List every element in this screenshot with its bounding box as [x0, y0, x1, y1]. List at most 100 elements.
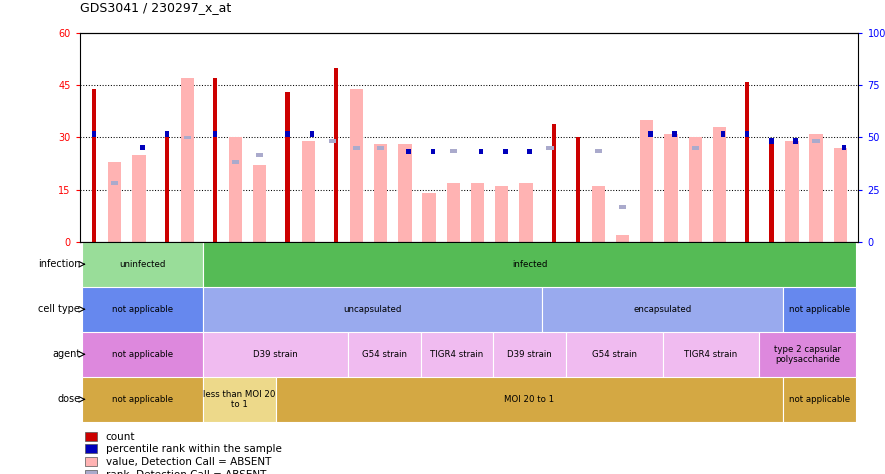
- Bar: [374, 145, 388, 242]
- Bar: [566, 332, 663, 377]
- Bar: [769, 145, 773, 242]
- Bar: [431, 149, 435, 154]
- Bar: [619, 205, 627, 209]
- Bar: [406, 149, 411, 154]
- Bar: [691, 146, 699, 150]
- Bar: [350, 89, 363, 242]
- Legend: count, percentile rank within the sample, value, Detection Call = ABSENT, rank, : count, percentile rank within the sample…: [85, 432, 281, 474]
- Text: GDS3041 / 230297_x_at: GDS3041 / 230297_x_at: [80, 1, 231, 14]
- Bar: [527, 149, 532, 154]
- Text: MOI 20 to 1: MOI 20 to 1: [504, 395, 555, 404]
- Text: TIGR4 strain: TIGR4 strain: [684, 350, 737, 359]
- Text: uninfected: uninfected: [119, 260, 165, 269]
- Bar: [759, 332, 856, 377]
- Bar: [310, 131, 314, 137]
- Bar: [232, 160, 239, 164]
- Bar: [286, 92, 289, 242]
- Bar: [275, 377, 783, 422]
- Bar: [353, 146, 360, 150]
- Bar: [812, 139, 820, 143]
- Bar: [493, 332, 566, 377]
- Bar: [546, 146, 554, 150]
- Bar: [712, 127, 726, 242]
- Text: uncapsulated: uncapsulated: [343, 305, 402, 314]
- Text: not applicable: not applicable: [789, 305, 850, 314]
- Bar: [495, 186, 508, 242]
- Bar: [665, 134, 678, 242]
- Bar: [165, 131, 169, 137]
- Bar: [82, 377, 203, 422]
- Bar: [649, 131, 652, 137]
- Bar: [328, 139, 336, 143]
- Bar: [689, 137, 702, 242]
- Bar: [92, 89, 96, 242]
- Text: G54 strain: G54 strain: [362, 350, 407, 359]
- Bar: [551, 124, 556, 242]
- Bar: [595, 149, 602, 153]
- Bar: [286, 131, 289, 137]
- Bar: [82, 242, 203, 287]
- Bar: [334, 68, 338, 242]
- Bar: [203, 377, 275, 422]
- Bar: [785, 141, 798, 242]
- Bar: [783, 377, 856, 422]
- Text: infection: infection: [38, 259, 81, 269]
- Text: cell type: cell type: [38, 304, 81, 314]
- Bar: [592, 186, 605, 242]
- Bar: [82, 287, 203, 332]
- Text: D39 strain: D39 strain: [507, 350, 552, 359]
- Text: encapsulated: encapsulated: [634, 305, 692, 314]
- Bar: [420, 332, 493, 377]
- Bar: [640, 120, 653, 242]
- Bar: [203, 287, 542, 332]
- Bar: [377, 146, 384, 150]
- Text: less than MOI 20
to 1: less than MOI 20 to 1: [203, 390, 275, 409]
- Bar: [108, 162, 121, 242]
- Bar: [450, 149, 457, 153]
- Bar: [842, 146, 846, 151]
- Text: infected: infected: [512, 260, 547, 269]
- Bar: [769, 138, 773, 144]
- Bar: [348, 332, 420, 377]
- Bar: [783, 287, 856, 332]
- Bar: [213, 131, 218, 137]
- Bar: [422, 193, 435, 242]
- Bar: [745, 131, 750, 137]
- Bar: [111, 181, 119, 184]
- Bar: [576, 137, 580, 242]
- Bar: [181, 78, 194, 242]
- Bar: [834, 148, 847, 242]
- Bar: [141, 146, 145, 151]
- Bar: [82, 332, 203, 377]
- Bar: [720, 131, 725, 137]
- Text: type 2 capsular
polysaccharide: type 2 capsular polysaccharide: [774, 345, 841, 364]
- Bar: [673, 131, 677, 137]
- Text: not applicable: not applicable: [112, 395, 173, 404]
- Bar: [810, 134, 823, 242]
- Text: agent: agent: [52, 349, 81, 359]
- Bar: [504, 149, 507, 154]
- Bar: [793, 138, 797, 144]
- Text: not applicable: not applicable: [112, 305, 173, 314]
- Bar: [183, 136, 191, 139]
- Bar: [203, 242, 856, 287]
- Text: not applicable: not applicable: [112, 350, 173, 359]
- Text: not applicable: not applicable: [789, 395, 850, 404]
- Text: TIGR4 strain: TIGR4 strain: [430, 350, 483, 359]
- Text: dose: dose: [57, 394, 81, 404]
- Bar: [471, 182, 484, 242]
- Bar: [616, 235, 629, 242]
- Bar: [92, 131, 96, 137]
- Bar: [542, 287, 783, 332]
- Text: D39 strain: D39 strain: [253, 350, 298, 359]
- Bar: [479, 149, 483, 154]
- Bar: [256, 153, 264, 157]
- Bar: [203, 332, 348, 377]
- Bar: [398, 145, 412, 242]
- Bar: [165, 134, 169, 242]
- Bar: [213, 78, 218, 242]
- Bar: [745, 82, 750, 242]
- Text: G54 strain: G54 strain: [592, 350, 636, 359]
- Bar: [253, 165, 266, 242]
- Bar: [663, 332, 759, 377]
